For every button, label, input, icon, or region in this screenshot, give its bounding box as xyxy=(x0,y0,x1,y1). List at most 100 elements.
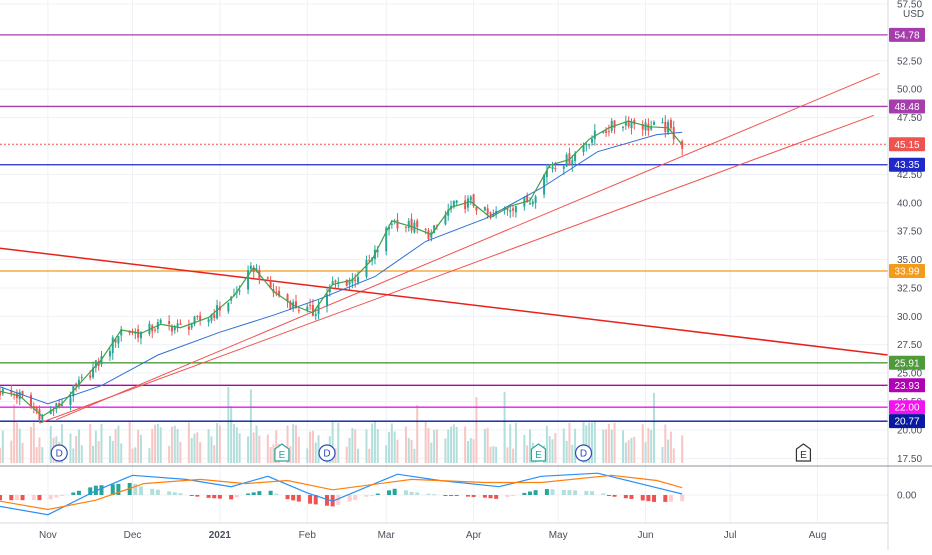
candle-body xyxy=(266,277,269,279)
volume-bar xyxy=(168,445,171,463)
volume-bar xyxy=(348,437,351,463)
dividend-marker[interactable] xyxy=(50,444,68,462)
macd-histogram-bar xyxy=(347,495,352,502)
volume-bar xyxy=(368,448,371,463)
volume-bar xyxy=(357,448,360,463)
macd-histogram-bar xyxy=(443,495,448,496)
volume-bar xyxy=(72,448,75,463)
dividend-marker[interactable] xyxy=(574,444,593,462)
macd-histogram-bar xyxy=(0,495,2,501)
volume-bar xyxy=(664,424,667,463)
candle-body xyxy=(69,397,72,405)
volume-bar xyxy=(376,428,379,463)
volume-bar xyxy=(311,430,314,463)
volume-bar xyxy=(297,436,300,463)
volume-bar xyxy=(134,447,137,463)
volume-bar xyxy=(238,433,241,463)
volume-bar xyxy=(503,391,506,463)
time-tick-label: Jun xyxy=(637,530,653,541)
candle-body xyxy=(21,390,24,396)
volume-bar xyxy=(351,428,354,463)
candle-body xyxy=(351,278,354,283)
candle-body xyxy=(170,325,173,332)
volume-bar xyxy=(404,426,407,463)
macd-histogram-bar xyxy=(48,495,53,500)
volume-bar xyxy=(526,445,529,463)
candle-body xyxy=(249,265,252,269)
earnings-marker-label: E xyxy=(800,450,807,461)
macd-histogram-bar xyxy=(403,490,408,495)
candle-body xyxy=(0,392,1,396)
earnings-marker[interactable] xyxy=(795,443,812,462)
macd-histogram-bar xyxy=(432,494,437,496)
macd-histogram-bar xyxy=(527,491,532,495)
candle-body xyxy=(627,120,630,127)
volume-bar xyxy=(653,392,656,463)
candle-body xyxy=(306,306,309,311)
volume-bar xyxy=(345,446,348,463)
macd-histogram-bar xyxy=(370,495,375,496)
volume-bar xyxy=(661,447,664,463)
candle-body xyxy=(275,291,278,293)
volume-bar xyxy=(644,442,647,463)
volume-bar xyxy=(92,445,95,463)
volume-bar xyxy=(292,424,295,463)
candle-body xyxy=(94,360,97,368)
volume-bar xyxy=(139,434,142,463)
volume-bar xyxy=(193,433,196,463)
volume-bar xyxy=(371,423,374,463)
price-level-tag xyxy=(889,157,925,172)
volume-bar xyxy=(450,426,453,463)
candle-body xyxy=(543,174,546,195)
macd-histogram-bar xyxy=(550,489,555,495)
macd-histogram-bar xyxy=(573,490,578,495)
volume-bar xyxy=(455,426,458,463)
dividend-marker[interactable] xyxy=(318,444,336,462)
candle-body xyxy=(128,331,131,334)
earnings-marker[interactable] xyxy=(274,443,290,462)
candle-body xyxy=(159,319,162,324)
candle-body xyxy=(472,194,475,207)
candle-body xyxy=(120,329,123,336)
price-level-label: 48.48 xyxy=(894,102,919,113)
candle-body xyxy=(80,376,83,378)
candle-body xyxy=(610,120,613,131)
macd-histogram-bar xyxy=(353,495,358,500)
volume-bar xyxy=(610,429,613,463)
candle-body xyxy=(681,141,684,149)
macd-histogram-bar xyxy=(449,495,454,496)
candle-body xyxy=(41,415,44,420)
volume-bar xyxy=(35,447,38,463)
volume-bar xyxy=(433,430,436,463)
time-tick-label: Jul xyxy=(724,530,737,541)
macd-histogram-bar xyxy=(178,493,183,495)
candle-body xyxy=(512,208,515,211)
volume-bar xyxy=(1,430,4,463)
volume-bar xyxy=(672,448,675,463)
price-level-label: 33.99 xyxy=(894,267,919,278)
volume-bar xyxy=(176,428,179,463)
earnings-marker[interactable] xyxy=(530,443,547,462)
volume-bar xyxy=(306,448,309,463)
candle-body xyxy=(75,383,78,386)
macd-histogram-bar xyxy=(172,492,177,495)
macd-histogram-bar xyxy=(488,495,493,499)
volume-bar xyxy=(388,431,391,463)
candle-body xyxy=(593,130,596,140)
volume-bar xyxy=(495,446,498,463)
candle-body xyxy=(452,200,455,208)
volume-bar xyxy=(38,437,41,463)
candle-body xyxy=(562,166,565,169)
candle-body xyxy=(407,221,410,228)
candle-body xyxy=(289,301,292,310)
candle-body xyxy=(173,326,176,331)
candle-body xyxy=(376,250,379,252)
volume-bar xyxy=(196,432,199,463)
candle-body xyxy=(554,168,557,170)
candle-body xyxy=(193,316,196,325)
macd-histogram-bar xyxy=(246,493,251,495)
volume-bar xyxy=(230,406,233,463)
candle-body xyxy=(179,323,182,325)
volume-bar xyxy=(159,427,162,463)
